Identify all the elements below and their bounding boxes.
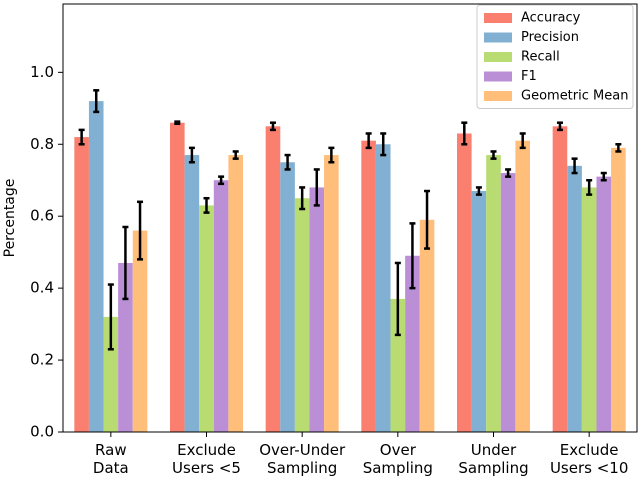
error-bar <box>313 168 320 207</box>
error-bar <box>299 186 306 211</box>
error-bar <box>137 200 144 261</box>
legend-swatch <box>484 52 512 62</box>
error-bar <box>269 121 276 132</box>
error-bar <box>490 150 497 160</box>
bar <box>118 262 133 432</box>
plot-frame <box>62 3 638 433</box>
error-bar <box>556 121 563 132</box>
error-bar <box>461 121 468 146</box>
bar <box>265 126 281 433</box>
bar <box>500 173 516 432</box>
bar <box>405 255 420 432</box>
bar <box>280 162 295 432</box>
y-tick-label: 1.0 <box>30 63 54 81</box>
error-bar <box>188 146 195 164</box>
legend-swatch <box>484 91 512 101</box>
x-tick-label: Over Sampling <box>362 441 433 477</box>
bar <box>170 122 185 432</box>
error-bar <box>424 189 431 250</box>
error-bar <box>615 143 622 153</box>
legend-label: Geometric Mean <box>521 89 628 104</box>
bar <box>213 180 229 432</box>
bar <box>103 316 119 432</box>
bar <box>457 133 472 432</box>
error-bar <box>218 175 225 186</box>
error-bar <box>78 128 85 146</box>
error-bar <box>93 89 100 114</box>
bar <box>361 140 376 432</box>
legend-label: Accuracy <box>521 11 581 26</box>
bar <box>581 187 597 432</box>
x-tick-label: Exclude Users <5 <box>172 441 241 477</box>
bar <box>552 126 568 433</box>
error-bar <box>586 178 593 196</box>
bar <box>324 155 339 432</box>
bar <box>471 191 487 432</box>
y-tick-label: 0.8 <box>30 135 54 153</box>
legend-label: Recall <box>521 50 560 65</box>
error-bar <box>475 186 482 196</box>
bar <box>596 176 612 432</box>
bar <box>375 144 391 432</box>
error-bar <box>365 132 372 150</box>
x-tick-label: Exclude Users <10 <box>549 441 629 477</box>
x-tick-label: Under Sampling <box>458 441 529 477</box>
legend-swatch <box>484 71 512 82</box>
error-bar <box>409 222 416 290</box>
bar <box>74 137 89 433</box>
y-tick-label: 0.0 <box>30 423 54 441</box>
error-bar <box>505 168 512 178</box>
error-bar <box>232 150 239 160</box>
bar <box>294 198 310 432</box>
legend-swatch <box>484 32 512 43</box>
error-bar <box>328 146 335 164</box>
y-axis-label: Percentage <box>2 179 18 258</box>
bar <box>419 219 435 432</box>
legend-box <box>476 4 634 109</box>
legend-label: Precision <box>521 30 579 45</box>
y-tick-label: 0.2 <box>30 351 54 369</box>
legend-label: F1 <box>521 69 537 84</box>
x-tick-label: Over-Under Sampling <box>259 441 346 477</box>
bar <box>611 147 626 432</box>
bar <box>486 155 501 432</box>
bar <box>390 298 406 432</box>
error-bar <box>600 171 607 182</box>
error-bar <box>203 196 210 214</box>
y-tick-label: 0.4 <box>30 279 54 297</box>
error-bar <box>380 132 387 157</box>
bar <box>132 230 148 432</box>
x-tick-label: Raw Data <box>92 441 129 477</box>
error-bar <box>107 283 114 351</box>
error-bar <box>519 132 526 150</box>
bar <box>228 155 243 432</box>
y-tick-label: 0.6 <box>30 207 54 225</box>
bar <box>199 205 214 432</box>
error-bar <box>122 225 129 301</box>
bar <box>88 101 104 432</box>
error-bar <box>571 157 578 175</box>
legend-swatch <box>484 13 512 23</box>
bar <box>184 155 200 432</box>
error-bar <box>394 261 401 337</box>
bar <box>515 140 530 432</box>
bar <box>309 187 325 432</box>
error-bar <box>284 153 291 171</box>
error-bar <box>174 120 181 126</box>
bar <box>567 165 582 432</box>
